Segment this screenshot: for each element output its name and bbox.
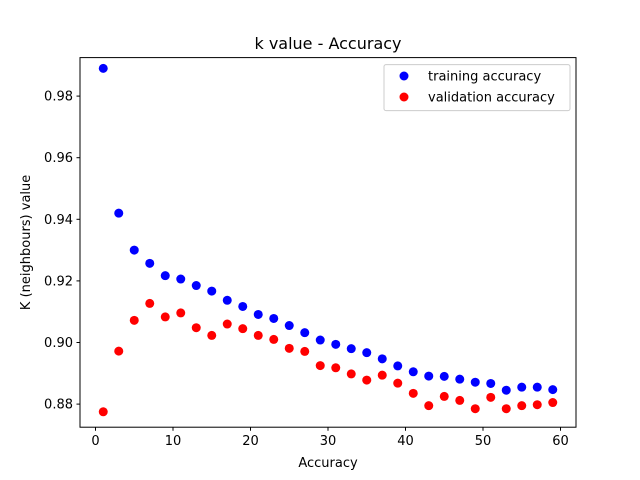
data-point [393, 378, 403, 388]
data-point [486, 392, 496, 402]
data-point [145, 298, 155, 308]
data-point [191, 323, 201, 333]
data-point [160, 312, 170, 322]
data-point [129, 315, 139, 325]
data-point [315, 361, 325, 371]
data-point [238, 324, 248, 334]
series-validation [98, 298, 558, 417]
data-point [269, 334, 279, 344]
data-point [346, 369, 356, 379]
data-point [470, 377, 480, 387]
x-tick-label: 0 [91, 434, 99, 449]
data-point [408, 367, 418, 377]
data-point [393, 361, 403, 371]
data-point [439, 371, 449, 381]
data-point [377, 354, 387, 364]
x-tick-label: 50 [475, 434, 492, 449]
legend-marker-training [399, 71, 409, 81]
legend: training accuracy validation accuracy [383, 64, 571, 112]
data-point [346, 344, 356, 354]
legend-box [383, 64, 571, 112]
data-point [424, 401, 434, 411]
data-point [532, 400, 542, 410]
y-tick-label: 0.96 [44, 151, 73, 166]
data-point [501, 385, 511, 395]
data-point [331, 339, 341, 349]
x-axis-ticks: 0 10 20 30 40 50 60 [91, 427, 569, 449]
data-point [114, 346, 124, 356]
data-point [300, 346, 310, 356]
data-point [98, 407, 108, 417]
data-point [377, 370, 387, 380]
y-tick-label: 0.88 [44, 398, 73, 413]
data-point [253, 309, 263, 319]
x-axis-label: Accuracy [298, 456, 358, 471]
x-tick-label: 40 [397, 434, 414, 449]
x-tick-label: 20 [242, 434, 259, 449]
data-point [207, 330, 217, 340]
data-point [424, 371, 434, 381]
chart-title: k value - Accuracy [254, 34, 401, 53]
data-point [532, 382, 542, 392]
data-points [98, 63, 558, 417]
data-point [362, 348, 372, 358]
data-point [517, 382, 527, 392]
data-point [501, 404, 511, 414]
legend-label-training: training accuracy [428, 70, 541, 85]
data-point [176, 308, 186, 318]
data-point [114, 208, 124, 218]
y-tick-label: 0.90 [44, 336, 73, 351]
y-tick-label: 0.98 [44, 90, 73, 105]
plot-area-frame [79, 57, 577, 428]
legend-marker-validation [399, 92, 409, 102]
data-point [222, 295, 232, 305]
data-point [470, 404, 480, 414]
x-tick-label: 30 [320, 434, 337, 449]
x-tick-label: 60 [552, 434, 569, 449]
data-point [408, 388, 418, 398]
data-point [253, 330, 263, 340]
y-tick-label: 0.94 [44, 213, 73, 228]
data-point [284, 321, 294, 331]
data-point [160, 271, 170, 281]
data-point [284, 343, 294, 353]
data-point [129, 245, 139, 255]
data-point [455, 395, 465, 405]
data-point [176, 274, 186, 284]
data-point [486, 378, 496, 388]
data-point [238, 301, 248, 311]
y-axis-label: K (neighbours) value [19, 175, 34, 310]
data-point [207, 286, 217, 296]
data-point [517, 401, 527, 411]
data-point [191, 281, 201, 291]
data-point [269, 313, 279, 323]
data-point [315, 335, 325, 345]
data-point [222, 319, 232, 329]
y-tick-label: 0.92 [44, 274, 73, 289]
series-training [98, 63, 558, 395]
data-point [439, 391, 449, 401]
x-tick-label: 10 [165, 434, 182, 449]
data-point [145, 258, 155, 268]
legend-label-validation: validation accuracy [428, 91, 555, 106]
y-axis-ticks: 0.88 0.90 0.92 0.94 0.96 0.98 [44, 90, 80, 413]
data-point [455, 374, 465, 384]
data-point [300, 328, 310, 338]
data-point [548, 398, 558, 408]
data-point [331, 363, 341, 373]
data-point [548, 385, 558, 395]
data-point [362, 375, 372, 385]
data-point [98, 63, 108, 73]
